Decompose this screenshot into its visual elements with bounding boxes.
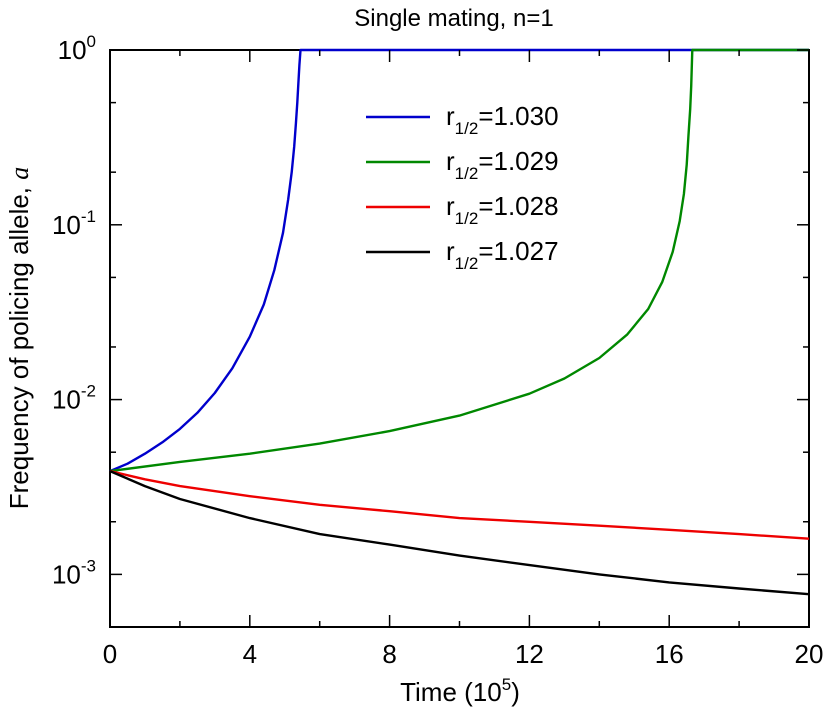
legend-label-subscript: 1/2 (455, 209, 479, 228)
x-axis-title-close: ) (511, 677, 520, 707)
legend-label-4: r1/2=1.027 (446, 236, 559, 273)
series-line-4 (109, 469, 810, 596)
legend-label-3: r1/2=1.028 (446, 191, 559, 228)
series-layer (109, 48, 810, 596)
y-tick-label: 10-2 (52, 382, 96, 415)
x-tick-label: 8 (382, 639, 396, 669)
y-tick-label: 100 (58, 32, 96, 65)
x-axis-title: Time (105) (400, 675, 520, 707)
legend-label-main: r (446, 236, 455, 266)
series-line-3 (109, 469, 810, 540)
x-tick-label: 16 (655, 639, 684, 669)
legend-label-main: r (446, 191, 455, 221)
legend-label-value: =1.028 (478, 191, 558, 221)
y-tick-label: 10-3 (52, 556, 96, 589)
legend-label-main: r (446, 146, 455, 176)
y-tick-exponent: -1 (81, 207, 96, 226)
chart-title: Single mating, n=1 (354, 5, 553, 32)
y-tick-base: 10 (52, 385, 81, 415)
x-axis-title-exponent: 5 (502, 675, 511, 694)
y-tick-label: 10-1 (52, 207, 96, 240)
y-tick-base: 10 (52, 559, 81, 589)
legend-label-subscript: 1/2 (455, 254, 479, 273)
x-axis-title-text: Time (10 (400, 677, 502, 707)
y-tick-base: 10 (58, 35, 87, 65)
legend-label-2: r1/2=1.029 (446, 146, 559, 183)
y-tick-exponent: 0 (87, 32, 96, 51)
legend-label-value: =1.030 (478, 101, 558, 131)
x-tick-label: 0 (103, 639, 117, 669)
x-tick-label: 12 (515, 639, 544, 669)
y-tick-base: 10 (52, 210, 81, 240)
legend-label-1: r1/2=1.030 (446, 101, 559, 138)
x-tick-label: 20 (795, 639, 824, 669)
y-axis-title-variable: a (5, 167, 34, 180)
legend-label-subscript: 1/2 (455, 119, 479, 138)
legend-label-main: r (446, 101, 455, 131)
y-tick-exponent: -3 (81, 556, 96, 575)
series-line-2 (109, 48, 809, 473)
y-tick-exponent: -2 (81, 382, 96, 401)
legend-label-subscript: 1/2 (455, 164, 479, 183)
series-line-1 (109, 48, 809, 473)
legend-label-value: =1.027 (478, 236, 558, 266)
y-axis-title: Frequency of policing allele, a (4, 167, 34, 510)
y-axis-title-text: Frequency of policing allele, (4, 180, 34, 510)
legend-label-value: =1.029 (478, 146, 558, 176)
x-tick-label: 4 (243, 639, 257, 669)
